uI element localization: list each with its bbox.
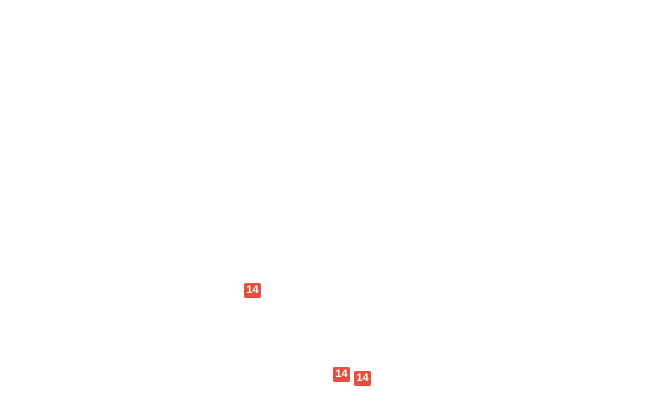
cluster-marker[interactable]: 14 (244, 283, 261, 298)
cluster-marker-count: 14 (356, 372, 369, 384)
cluster-marker-count: 14 (335, 368, 348, 380)
cluster-marker[interactable]: 14 (333, 367, 350, 382)
cluster-marker-count: 14 (246, 284, 259, 296)
cluster-marker[interactable]: 14 (354, 371, 371, 386)
